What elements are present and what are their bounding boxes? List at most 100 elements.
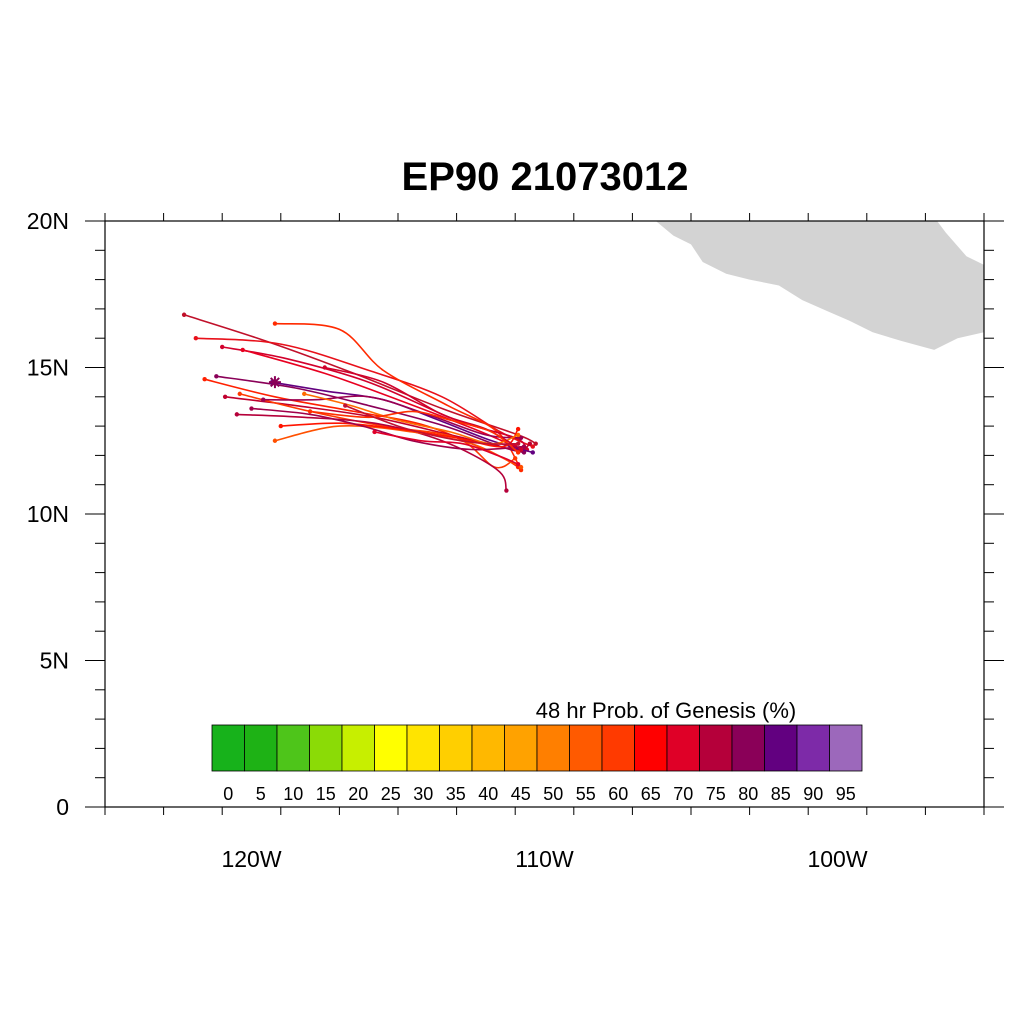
colorbar-label: 10 xyxy=(283,784,303,804)
track-start-point xyxy=(181,312,187,317)
track-end-point xyxy=(530,444,535,449)
chart-title: EP90 21073012 xyxy=(402,155,689,199)
track-end-point xyxy=(515,450,521,455)
land-mass xyxy=(655,221,984,350)
colorbar-box xyxy=(764,724,798,772)
colorbar-label: 20 xyxy=(348,784,368,804)
colorbar-box xyxy=(341,724,375,772)
track-end-point xyxy=(527,441,533,446)
colorbar-label: 55 xyxy=(576,784,596,804)
track-end-point xyxy=(518,447,524,452)
track-end-point xyxy=(513,456,518,461)
track-end-point xyxy=(515,461,521,467)
track-line xyxy=(310,410,519,454)
track-start-point xyxy=(249,406,254,411)
track-start-point xyxy=(343,403,348,408)
track-start-point xyxy=(278,423,283,429)
colorbar-label: 95 xyxy=(836,784,856,804)
colorbar-label: 30 xyxy=(413,784,433,804)
track-start-point xyxy=(272,438,278,443)
tracks-layer xyxy=(181,312,538,493)
track-start-point xyxy=(237,391,242,397)
colorbar-box xyxy=(406,724,440,772)
track-end-point xyxy=(521,450,527,455)
track-start-point xyxy=(240,347,245,353)
track-end-point xyxy=(521,444,527,449)
lat-tick-label: 20N xyxy=(27,208,69,234)
colorbar-box xyxy=(471,724,505,772)
track-line xyxy=(345,404,519,445)
track-line xyxy=(195,337,534,448)
track-start-point xyxy=(222,394,228,399)
track-line xyxy=(280,422,519,448)
colorbar-label: 70 xyxy=(673,784,693,804)
track-start-point xyxy=(307,409,313,414)
ocean-background xyxy=(105,221,984,807)
colorbar-box xyxy=(536,724,570,772)
colorbar-label: 90 xyxy=(803,784,823,804)
track-start-point xyxy=(372,429,377,435)
colorbar-label: 5 xyxy=(256,784,266,804)
colorbar-box xyxy=(731,724,765,772)
colorbar-box xyxy=(601,724,635,772)
colorbar-label: 85 xyxy=(771,784,791,804)
lat-tick-label: 15N xyxy=(27,355,69,381)
lon-tick-label: 120W xyxy=(221,846,281,872)
plot-area xyxy=(104,220,985,808)
lon-tick-label: 110W xyxy=(515,846,574,872)
track-start-point xyxy=(261,397,266,402)
colorbar: 48 hr Prob. of Genesis (%) 0 5 10 15 20 25 30 3… xyxy=(211,698,863,804)
colorbar-box xyxy=(276,724,310,772)
track-line xyxy=(251,407,525,451)
track-start-point xyxy=(302,391,307,397)
genesis-center-marker xyxy=(268,376,281,389)
track-end-point xyxy=(515,441,521,446)
colorbar-box xyxy=(666,724,700,772)
track-start-point xyxy=(220,344,225,350)
track-start-point xyxy=(193,336,199,341)
colorbar-label: 50 xyxy=(543,784,563,804)
lon-tick-labels: 120W 110W 100W xyxy=(221,846,867,872)
track-line xyxy=(242,349,516,448)
lat-tick-label: 5N xyxy=(40,648,69,674)
lat-tick-labels: 0 5N 10N 15N 20N xyxy=(27,208,69,820)
colorbar-box xyxy=(309,724,343,772)
track-start-point xyxy=(202,377,207,382)
colorbar-label: 25 xyxy=(381,784,401,804)
lat-tick-label: 10N xyxy=(27,501,69,527)
colorbar-boxes xyxy=(211,724,863,772)
colorbar-box xyxy=(569,724,603,772)
lon-tick-label: 100W xyxy=(807,846,867,872)
axis-ticks xyxy=(85,213,1004,815)
colorbar-box xyxy=(244,724,278,772)
track-end-point xyxy=(530,450,535,455)
track-end-point xyxy=(515,426,521,432)
track-line xyxy=(236,413,508,491)
colorbar-label: 0 xyxy=(223,784,233,804)
colorbar-box xyxy=(211,724,245,772)
track-end-point xyxy=(518,464,524,470)
lat-tick-label: 0 xyxy=(56,794,69,820)
track-start-point xyxy=(322,365,327,370)
colorbar-box xyxy=(634,724,668,772)
colorbar-box xyxy=(439,724,473,772)
track-end-point xyxy=(515,432,521,438)
colorbar-label: 75 xyxy=(706,784,726,804)
colorbar-label: 45 xyxy=(511,784,531,804)
track-start-point xyxy=(234,412,240,417)
track-start-point xyxy=(214,374,219,379)
colorbar-labels: 0 5 10 15 20 25 30 35 40 45 50 55 60 65 70 75 80 85 90 95 xyxy=(223,784,856,804)
track-line xyxy=(263,395,522,439)
track-end-point xyxy=(518,435,524,441)
colorbar-box xyxy=(796,724,830,772)
colorbar-box xyxy=(829,724,863,772)
colorbar-label: 35 xyxy=(446,784,466,804)
track-start-point xyxy=(272,321,278,326)
colorbar-label: 65 xyxy=(641,784,661,804)
track-end-point xyxy=(504,488,509,493)
track-line xyxy=(374,431,519,465)
colorbar-box xyxy=(699,724,733,772)
colorbar-box xyxy=(504,724,538,772)
colorbar-title: 48 hr Prob. of Genesis (%) xyxy=(536,698,796,723)
